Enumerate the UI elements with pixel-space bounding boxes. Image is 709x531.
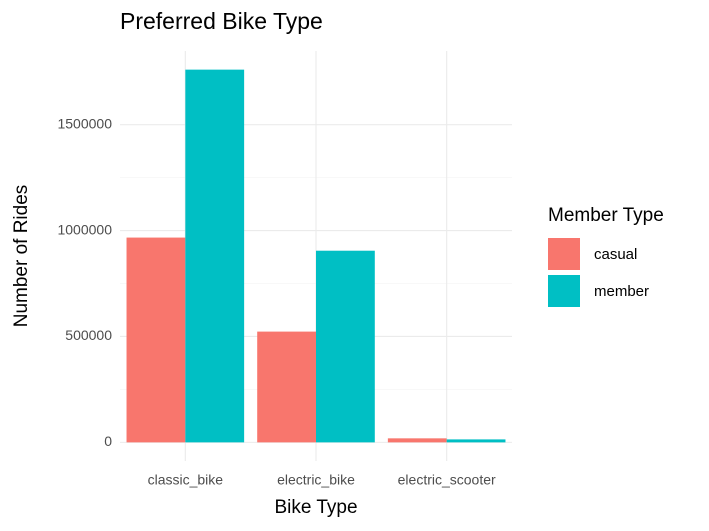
legend-label: casual	[594, 246, 637, 263]
y-tick-label: 1000000	[57, 221, 112, 237]
x-tick-label: electric_scooter	[398, 472, 496, 488]
bar	[387, 438, 447, 443]
x-tick-label: electric_bike	[277, 472, 355, 488]
bar	[446, 439, 506, 443]
legend-swatch	[548, 275, 580, 307]
y-tick-label: 1500000	[57, 115, 112, 131]
x-tick-label: classic_bike	[148, 472, 224, 488]
bar	[185, 69, 245, 443]
legend-title: Member Type	[548, 205, 664, 226]
bar	[257, 331, 316, 443]
legend-swatch	[548, 238, 580, 270]
legend-label: member	[594, 283, 649, 300]
x-axis-title: Bike Type	[274, 497, 357, 518]
bar	[126, 237, 186, 443]
y-axis-title: Number of Rides	[11, 185, 32, 328]
y-tick-label: 0	[104, 433, 112, 449]
y-tick-label: 500000	[65, 327, 112, 343]
bar	[316, 250, 375, 443]
chart-title: Preferred Bike Type	[120, 8, 323, 34]
